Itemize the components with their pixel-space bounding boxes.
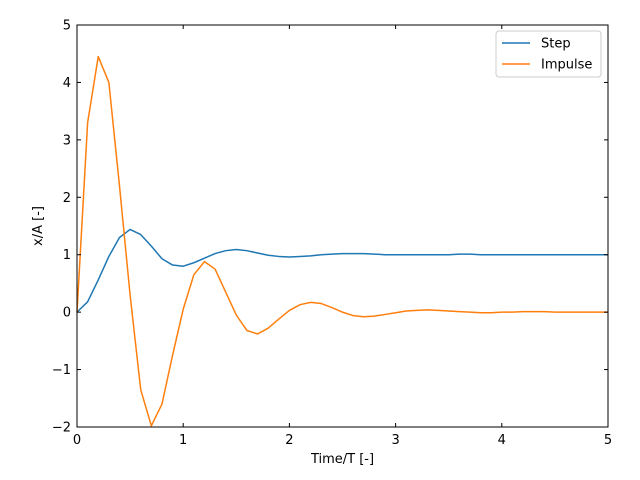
y-axis-label: x/A [-] [31,206,46,246]
y-tick-label: −2 [52,421,71,436]
y-tick-label: 2 [63,191,71,206]
y-tick-label: −1 [52,363,71,378]
x-tick-label: 4 [498,433,506,448]
x-tick-label: 5 [604,433,612,448]
x-tick-label: 2 [285,433,293,448]
axes-background [77,25,608,427]
legend: Step Impulse [495,30,602,78]
legend-items: Step Impulse [502,37,592,73]
y-tick-label: 5 [63,19,71,34]
y-tick-label: 3 [63,133,71,148]
x-axis-label: Time/T [-] [310,452,374,467]
x-tick-label: 0 [73,433,81,448]
y-tick-label: 4 [63,76,71,91]
series-line-step [76,228,608,313]
plot-area: 0 1 2 3 4 5 −2 −1 0 1 2 3 4 5 [52,19,612,449]
series-line-impulse [76,55,608,427]
legend-label-impulse: Impulse [541,58,592,73]
x-tick-label: 3 [391,433,399,448]
y-tick-label: 1 [63,248,71,263]
legend-label-step: Step [541,37,571,52]
x-tick-label: 1 [179,433,187,448]
axes-frame [76,24,609,428]
y-tick-label: 0 [63,306,71,321]
series-layer [76,55,608,427]
ticks-layer: 0 1 2 3 4 5 −2 −1 0 1 2 3 4 5 [52,19,612,449]
